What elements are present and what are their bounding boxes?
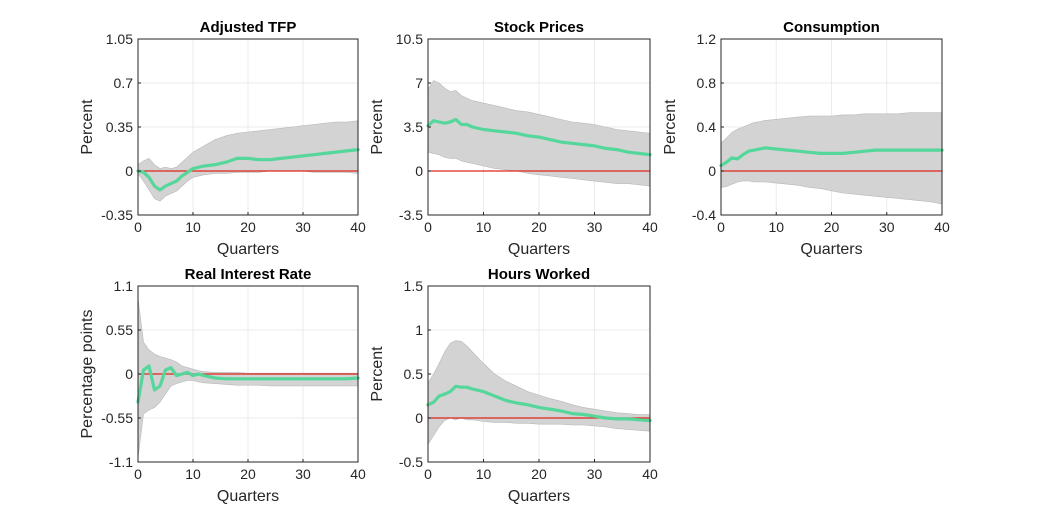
y-axis-label: Percent — [369, 99, 386, 155]
x-tick-label: 40 — [934, 219, 950, 235]
y-tick-label: 7 — [415, 75, 423, 91]
y-axis-label: Percent — [79, 99, 96, 155]
median-response-line — [426, 117, 652, 157]
panel-title: Stock Prices — [494, 19, 584, 36]
x-tick-label: 0 — [717, 219, 725, 235]
median-response-line — [426, 384, 652, 423]
x-tick-label: 40 — [350, 466, 366, 482]
x-tick-label: 10 — [476, 219, 492, 235]
y-tick-label: 0 — [415, 163, 423, 179]
y-tick-label: -0.5 — [399, 454, 423, 470]
y-tick-label: 10.5 — [396, 31, 423, 47]
y-tick-label: 0.4 — [697, 119, 717, 135]
y-tick-label: 0 — [125, 366, 133, 382]
y-tick-label: 1.1 — [114, 278, 134, 294]
y-tick-label: 1.5 — [404, 278, 424, 294]
y-tick-label: -3.5 — [399, 207, 423, 223]
panel-consumption: 0 10 20 30 40-0.400.40.81.2ConsumptionQuarte… — [662, 19, 950, 258]
y-tick-label: -1.1 — [109, 454, 133, 470]
y-axis-label: Percent — [369, 346, 386, 402]
x-tick-label: 40 — [642, 219, 658, 235]
y-tick-label: 1.2 — [697, 31, 717, 47]
panel-title: Adjusted TFP — [200, 19, 297, 36]
x-tick-label: 30 — [879, 219, 895, 235]
y-tick-label: -0.55 — [101, 410, 133, 426]
x-axis-label: Quarters — [508, 241, 570, 258]
x-tick-label: 30 — [587, 466, 603, 482]
y-tick-label: 0.7 — [114, 75, 134, 91]
x-tick-label: 20 — [531, 466, 547, 482]
x-tick-label: 10 — [768, 219, 784, 235]
x-tick-label: 30 — [295, 466, 311, 482]
x-axis-label: Quarters — [217, 488, 279, 505]
median-response-line — [136, 364, 360, 404]
y-tick-label: 0.35 — [106, 119, 133, 135]
x-tick-label: 10 — [185, 219, 201, 235]
x-tick-label: 0 — [134, 466, 142, 482]
x-tick-label: 40 — [642, 466, 658, 482]
y-tick-label: 1 — [415, 322, 423, 338]
x-tick-label: 0 — [134, 219, 142, 235]
x-tick-label: 20 — [824, 219, 840, 235]
y-tick-label: 0.8 — [697, 75, 717, 91]
panel-real-interest-rate: 0 10 20 30 40 -1.1 -0.55 0 0.55 1.1 Real Interest … — [79, 266, 366, 505]
x-tick-label: 0 — [424, 219, 432, 235]
y-tick-label: 3.5 — [404, 119, 424, 135]
x-tick-label: 20 — [531, 219, 547, 235]
y-tick-label: -0.35 — [101, 207, 133, 223]
x-tick-label: 30 — [587, 219, 603, 235]
y-tick-label: 0 — [708, 163, 716, 179]
y-tick-label: 0.5 — [404, 366, 424, 382]
panel-title: Real Interest Rate — [185, 266, 312, 283]
y-tick-label: 0 — [125, 163, 133, 179]
y-axis-label: Percent — [662, 99, 679, 155]
x-tick-label: 10 — [185, 466, 201, 482]
x-axis-label: Quarters — [217, 241, 279, 258]
y-tick-label: -0.4 — [692, 207, 716, 223]
x-tick-label: 20 — [240, 219, 256, 235]
y-tick-label: 1.05 — [106, 31, 133, 47]
x-tick-label: 40 — [350, 219, 366, 235]
x-tick-label: 10 — [476, 466, 492, 482]
y-tick-label: 0 — [415, 410, 423, 426]
x-axis-label: Quarters — [508, 488, 570, 505]
y-tick-label: 0.55 — [106, 322, 133, 338]
median-response-line — [719, 146, 944, 168]
confidence-band — [720, 112, 943, 205]
x-tick-label: 20 — [240, 466, 256, 482]
x-tick-label: 0 — [424, 466, 432, 482]
panel-title: Hours Worked — [488, 266, 590, 283]
median-response-line — [136, 148, 360, 192]
x-tick-label: 30 — [295, 219, 311, 235]
y-axis-label: Percentage points — [79, 310, 96, 439]
panel-title: Consumption — [783, 19, 880, 36]
x-axis-label: Quarters — [800, 241, 862, 258]
